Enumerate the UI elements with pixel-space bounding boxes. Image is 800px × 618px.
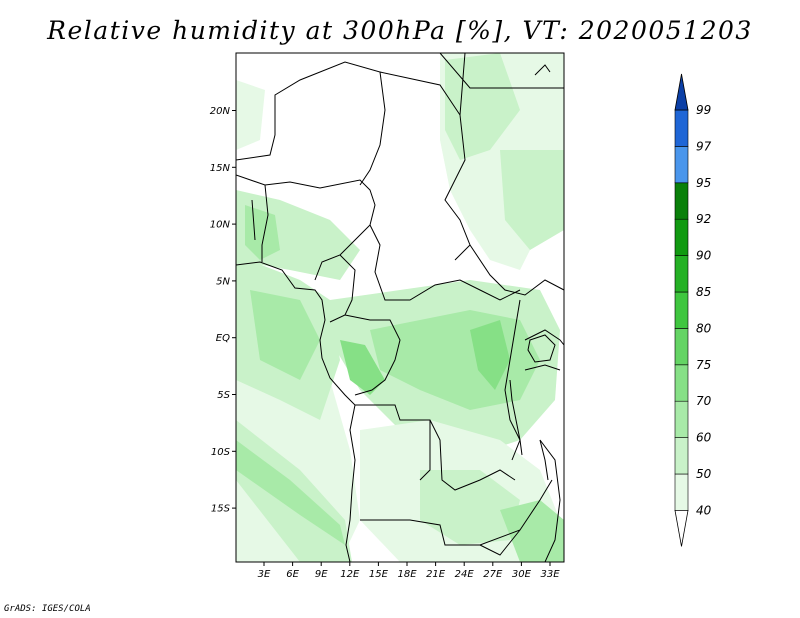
humidity-area-gabon [340, 340, 385, 395]
colorbar-segment [674, 109, 689, 147]
border-sudan [439, 53, 564, 116]
grads-credit: GrADS: IGES/COLA [4, 604, 91, 614]
colorbar-upper-arrow [674, 73, 689, 111]
border-nigeria-north [236, 174, 376, 281]
colorbar-segment [674, 255, 689, 293]
colorbar-segment [674, 364, 689, 402]
lake-malawi [539, 439, 549, 481]
chart-title: Relative humidity at 300hPa [%], VT: 202… [47, 16, 753, 45]
border-namibia-zambia [360, 479, 553, 546]
coastline-west-africa [236, 261, 356, 562]
lon-tick-label: 3E [258, 569, 271, 580]
humidity-shading [236, 53, 564, 562]
country-borders [236, 53, 564, 562]
lon-axis: 3E 6E 9E 12E 15E 18E 21E 24E 27E 30E 33E [258, 562, 560, 580]
colorbar-label: 90 [696, 249, 712, 263]
lat-tick-label: 5S [217, 390, 230, 401]
border-mozambique [539, 439, 561, 562]
colorbar-segment [674, 146, 689, 184]
border-car [369, 224, 521, 301]
humidity-area-nigeria [236, 80, 265, 150]
colorbar-label: 92 [696, 212, 711, 226]
colorbar-segment [674, 291, 689, 329]
lon-tick-label: 12E [340, 569, 360, 580]
colorbar-label: 99 [696, 103, 711, 117]
colorbar-lower-arrow [674, 510, 689, 547]
lon-tick-label: 18E [397, 569, 417, 580]
colorbar-segment [674, 437, 689, 475]
colorbar-label: 85 [696, 285, 711, 299]
lon-tick-label: 24E [455, 569, 475, 580]
lon-tick-label: 27E [483, 569, 503, 580]
humidity-area-sw-strip [236, 440, 345, 545]
colorbar-segment [674, 182, 689, 220]
humidity-area-southeast [500, 500, 564, 562]
humidity-area-gulf-inner [250, 290, 320, 380]
colorbar-segment [674, 328, 689, 366]
lon-tick-label: 9E [315, 569, 328, 580]
humidity-area-south-inner [420, 470, 520, 545]
humidity-area-northeast-inner [445, 53, 520, 160]
colorbar-label: 40 [696, 503, 712, 517]
lat-tick-label: 10S [211, 447, 231, 458]
border-cameroon [329, 254, 356, 323]
border-nigeria-benin [251, 184, 269, 262]
lat-tick-label: EQ [216, 333, 230, 344]
border-angola-zambia [419, 420, 431, 481]
border-south-sudan [469, 244, 564, 296]
lon-tick-label: 33E [540, 569, 560, 580]
lat-tick-label: 15S [211, 504, 231, 515]
lat-axis: 20N 15N 10N 5N EQ 5S 10S 15S [210, 106, 236, 515]
colorbar-label: 80 [696, 321, 712, 335]
lon-tick-label: 21E [426, 569, 446, 580]
humidity-area-central-core [470, 320, 510, 390]
colorbar-label: 95 [696, 176, 711, 190]
lon-tick-label: 6E [286, 569, 299, 580]
map-frame [235, 52, 565, 563]
lat-tick-label: 15N [210, 163, 231, 174]
lat-tick-label: 10N [210, 220, 231, 231]
border-niger [236, 61, 386, 186]
lake-victoria [527, 334, 556, 363]
border-congo [344, 314, 401, 396]
colorbar-label: 50 [696, 467, 712, 481]
lake-tanganyika [509, 379, 523, 456]
border-uganda-kenya [524, 329, 564, 371]
colorbar-label: 60 [696, 431, 712, 445]
lon-tick-label: 15E [369, 569, 389, 580]
colorbar: 40 50 60 70 75 80 85 90 92 95 97 99 [674, 73, 712, 547]
border-zimbabwe [479, 529, 521, 556]
colorbar-label: 97 [696, 139, 712, 153]
lat-tick-label: 20N [210, 106, 231, 117]
colorbar-segment [674, 400, 689, 438]
colorbar-segment [674, 218, 689, 256]
sudan-coast [534, 64, 551, 76]
lat-tick-label: 5N [216, 276, 230, 287]
colorbar-label: 75 [696, 358, 711, 372]
colorbar-label: 70 [696, 394, 712, 408]
border-chad [379, 71, 471, 261]
humidity-area-northeast-east [500, 150, 564, 250]
colorbar-segment [674, 473, 689, 511]
border-drc-angola [355, 404, 516, 491]
lon-tick-label: 30E [512, 569, 532, 580]
